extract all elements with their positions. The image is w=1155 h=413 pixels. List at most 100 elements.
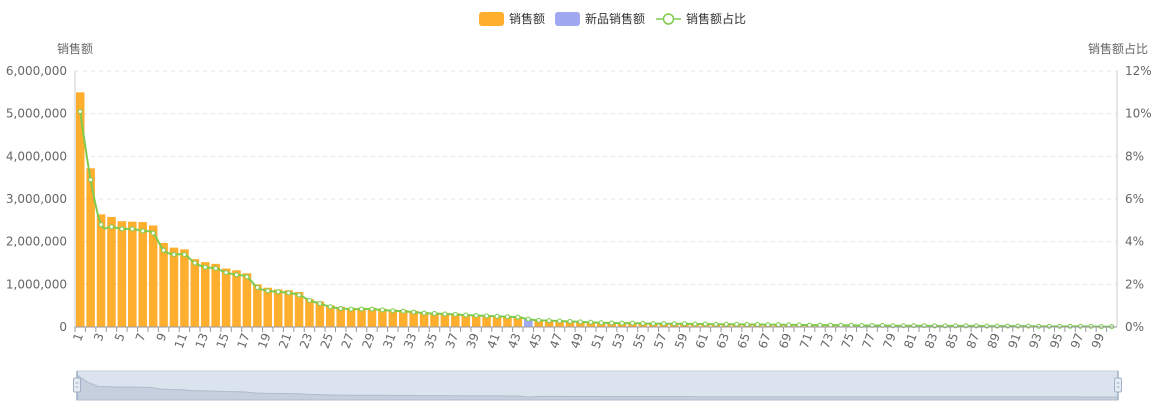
bar-sales[interactable] — [86, 168, 95, 327]
line-point-sales-share[interactable] — [296, 292, 302, 298]
line-point-sales-share[interactable] — [1078, 323, 1084, 329]
line-point-sales-share[interactable] — [223, 270, 229, 276]
line-point-sales-share[interactable] — [129, 226, 135, 232]
line-point-sales-share[interactable] — [473, 312, 479, 318]
line-point-sales-share[interactable] — [796, 322, 802, 328]
line-point-sales-share[interactable] — [369, 306, 375, 312]
line-point-sales-share[interactable] — [181, 251, 187, 257]
line-point-sales-share[interactable] — [692, 321, 698, 327]
zoom-handle-grip[interactable] — [73, 377, 81, 393]
line-point-sales-share[interactable] — [755, 321, 761, 327]
line-point-sales-share[interactable] — [234, 272, 240, 278]
bar-sales[interactable] — [284, 290, 293, 327]
line-point-sales-share[interactable] — [327, 304, 333, 310]
line-point-sales-share[interactable] — [1057, 323, 1063, 329]
line-point-sales-share[interactable] — [525, 316, 531, 322]
bar-sales[interactable] — [461, 314, 471, 327]
line-point-sales-share[interactable] — [88, 177, 94, 183]
line-point-sales-share[interactable] — [400, 308, 406, 314]
line-point-sales-share[interactable] — [213, 265, 219, 271]
line-point-sales-share[interactable] — [431, 311, 437, 317]
line-point-sales-share[interactable] — [98, 222, 104, 228]
legend-item[interactable]: 销售额 — [479, 11, 545, 26]
line-point-sales-share[interactable] — [536, 317, 542, 323]
bar-sales[interactable] — [253, 284, 262, 327]
line-point-sales-share[interactable] — [702, 321, 708, 327]
line-point-sales-share[interactable] — [807, 322, 813, 328]
line-point-sales-share[interactable] — [827, 322, 833, 328]
bar-sales[interactable] — [513, 316, 523, 327]
line-point-sales-share[interactable] — [546, 318, 552, 324]
bar-sales[interactable] — [388, 309, 398, 327]
line-point-sales-share[interactable] — [348, 306, 354, 312]
bar-sales[interactable] — [430, 312, 439, 327]
bar-sales[interactable] — [555, 320, 564, 327]
line-point-sales-share[interactable] — [463, 312, 469, 318]
line-point-sales-share[interactable] — [390, 308, 396, 314]
line-point-sales-share[interactable] — [598, 320, 604, 326]
line-point-sales-share[interactable] — [306, 297, 312, 303]
bar-sales[interactable] — [190, 259, 200, 327]
line-point-sales-share[interactable] — [640, 320, 646, 326]
bar-sales[interactable] — [357, 307, 366, 327]
bar-sales[interactable] — [211, 263, 220, 327]
line-point-sales-share[interactable] — [379, 307, 385, 313]
bar-sales[interactable] — [315, 301, 325, 327]
line-point-sales-share[interactable] — [984, 323, 990, 329]
bar-sales[interactable] — [378, 308, 387, 327]
line-point-sales-share[interactable] — [994, 323, 1000, 329]
bar-sales[interactable] — [96, 214, 106, 327]
line-point-sales-share[interactable] — [265, 288, 271, 294]
bar-sales[interactable] — [75, 92, 85, 327]
bar-sales[interactable] — [159, 242, 168, 327]
bar-sales[interactable] — [169, 247, 179, 327]
line-point-sales-share[interactable] — [1088, 323, 1094, 329]
bar-sales[interactable] — [367, 307, 377, 327]
line-point-sales-share[interactable] — [713, 321, 719, 327]
bar-sales[interactable] — [263, 287, 273, 327]
line-point-sales-share[interactable] — [504, 314, 510, 320]
line-point-sales-share[interactable] — [567, 318, 573, 324]
line-point-sales-share[interactable] — [254, 285, 260, 291]
line-point-sales-share[interactable] — [192, 260, 198, 266]
line-point-sales-share[interactable] — [1046, 323, 1052, 329]
line-point-sales-share[interactable] — [1025, 323, 1031, 329]
bar-sales[interactable] — [492, 315, 502, 327]
line-point-sales-share[interactable] — [317, 301, 323, 307]
line-point-sales-share[interactable] — [171, 251, 177, 257]
line-point-sales-share[interactable] — [817, 322, 823, 328]
zoom-handle-right[interactable] — [1114, 371, 1122, 400]
bar-sales[interactable] — [346, 307, 356, 327]
line-point-sales-share[interactable] — [275, 289, 281, 295]
line-point-sales-share[interactable] — [150, 230, 156, 236]
line-point-sales-share[interactable] — [515, 314, 521, 320]
line-point-sales-share[interactable] — [1036, 323, 1042, 329]
line-point-sales-share[interactable] — [1067, 323, 1073, 329]
line-point-sales-share[interactable] — [286, 290, 292, 296]
line-point-sales-share[interactable] — [359, 306, 365, 312]
bar-sales[interactable] — [451, 313, 460, 327]
bar-sales[interactable] — [117, 221, 127, 327]
line-point-sales-share[interactable] — [775, 322, 781, 328]
line-point-sales-share[interactable] — [734, 321, 740, 327]
line-point-sales-share[interactable] — [411, 309, 417, 315]
bar-sales[interactable] — [336, 306, 345, 327]
bar-sales[interactable] — [534, 319, 543, 327]
line-point-sales-share[interactable] — [1015, 323, 1021, 329]
bar-sales[interactable] — [326, 305, 335, 327]
line-point-sales-share[interactable] — [786, 322, 792, 328]
bar-sales[interactable] — [398, 309, 408, 327]
bar-sales[interactable] — [148, 225, 158, 327]
line-point-sales-share[interactable] — [661, 321, 667, 327]
bar-sales[interactable] — [138, 222, 148, 327]
bar-sales[interactable] — [503, 315, 512, 327]
bar-sales[interactable] — [482, 315, 491, 327]
bar-sales[interactable] — [242, 273, 252, 327]
line-point-sales-share[interactable] — [1005, 323, 1011, 329]
line-point-sales-share[interactable] — [609, 320, 615, 326]
line-point-sales-share[interactable] — [442, 311, 448, 317]
bar-sales[interactable] — [180, 249, 189, 327]
line-point-sales-share[interactable] — [484, 313, 490, 319]
bar-sales[interactable] — [232, 270, 241, 327]
bar-sales[interactable] — [273, 289, 283, 327]
